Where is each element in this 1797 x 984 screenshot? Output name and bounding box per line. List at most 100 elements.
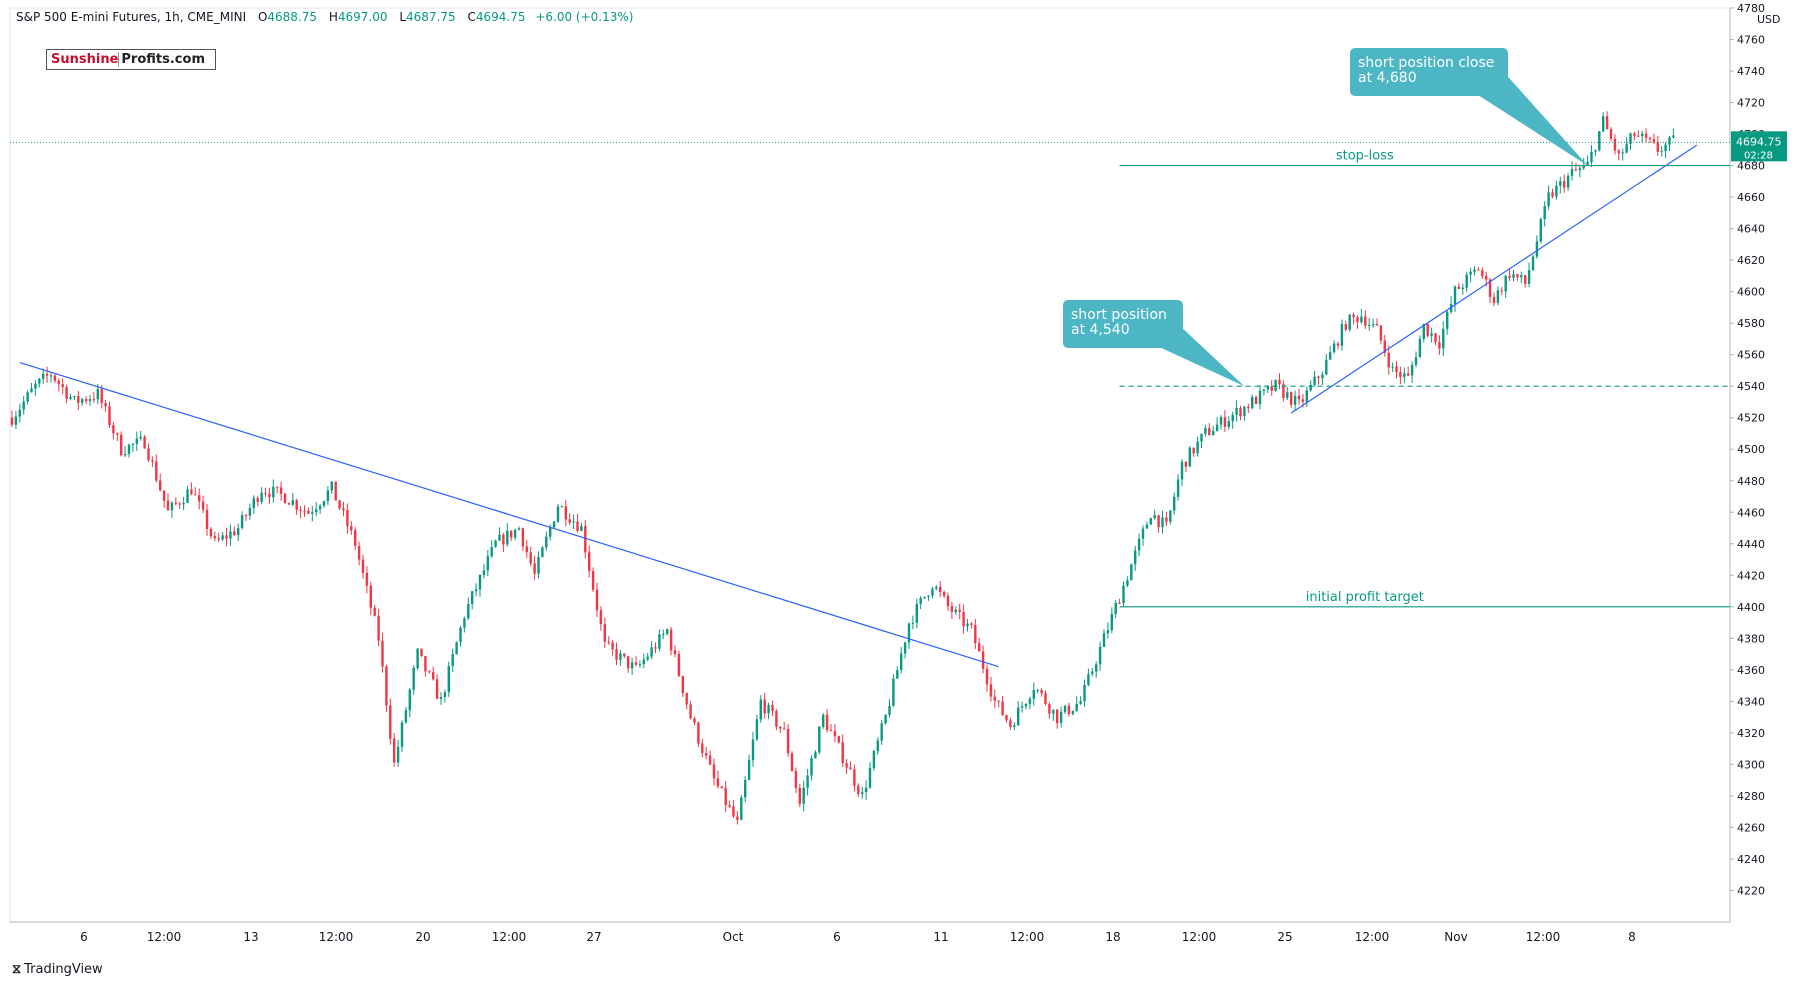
- candle-body: [49, 375, 53, 377]
- candle-body: [1360, 316, 1363, 323]
- candle-body: [1095, 664, 1098, 672]
- candle-body: [334, 481, 337, 501]
- candle-body: [841, 742, 844, 764]
- candle-body: [942, 591, 946, 596]
- candle-body: [896, 670, 899, 679]
- candle-body: [658, 634, 661, 649]
- candle-body: [1348, 314, 1351, 330]
- y-tick-label: 4620: [1737, 254, 1765, 267]
- candle-body: [139, 436, 142, 439]
- candle-body: [287, 503, 291, 505]
- candle-body: [669, 629, 673, 651]
- candle-body: [1426, 323, 1429, 336]
- candle-body: [1067, 705, 1071, 715]
- candle-body: [1235, 407, 1238, 415]
- x-tick-label: Oct: [723, 930, 744, 944]
- candle-body: [1422, 323, 1425, 339]
- candle-body: [779, 726, 782, 729]
- trendline-1: [19, 361, 999, 668]
- candle-body: [303, 510, 306, 512]
- candle-body: [248, 508, 252, 516]
- candle-body: [580, 526, 583, 532]
- candle-body: [330, 481, 333, 491]
- candle-body: [1488, 279, 1492, 297]
- candle-body: [299, 509, 302, 511]
- candle-body: [1297, 395, 1301, 400]
- candle-body: [498, 534, 501, 541]
- candle-body: [61, 384, 64, 387]
- y-tick-label: 4440: [1737, 538, 1765, 551]
- candle-body: [1180, 461, 1184, 480]
- candle-body: [120, 434, 123, 456]
- candle-body: [708, 755, 712, 765]
- candle-body: [584, 526, 587, 553]
- candle-body: [155, 461, 158, 481]
- candle-body: [720, 786, 723, 788]
- trendline-2: [1290, 144, 1698, 414]
- candle-body: [712, 764, 716, 779]
- candle-body: [365, 572, 369, 586]
- candle-body: [845, 763, 848, 768]
- candle-body: [1473, 269, 1476, 272]
- candle-body: [630, 662, 634, 669]
- candle-body: [1391, 366, 1394, 368]
- candle-body: [295, 500, 298, 510]
- logo-part-1: Sunshine: [51, 52, 119, 67]
- y-tick-label: 4460: [1737, 506, 1765, 519]
- candle-body: [763, 699, 766, 714]
- candle-body: [1317, 376, 1320, 379]
- candle-body: [1590, 151, 1593, 162]
- candle-body: [482, 570, 486, 575]
- candle-body: [1664, 144, 1667, 152]
- candle-body: [73, 396, 76, 398]
- candle-body: [1586, 161, 1589, 165]
- candle-body: [174, 502, 177, 504]
- candle-body: [1005, 715, 1008, 721]
- candle-body: [1325, 359, 1328, 375]
- candle-body: [736, 816, 739, 820]
- tradingview-branding[interactable]: ⧖ TradingView: [12, 962, 103, 977]
- candle-body: [1383, 340, 1386, 353]
- candle-body: [315, 509, 318, 513]
- x-tick-label: 13: [243, 930, 258, 944]
- candle-body: [1254, 397, 1258, 404]
- candle-body: [1563, 181, 1566, 188]
- candle-body: [1044, 693, 1047, 705]
- candle-body: [825, 714, 829, 731]
- candle-body: [1056, 709, 1059, 724]
- candle-body: [490, 546, 493, 557]
- candle-body: [1481, 270, 1484, 276]
- candle-body: [127, 444, 131, 454]
- candle-body: [1660, 151, 1663, 153]
- candle-body: [1496, 290, 1500, 303]
- candle-body: [1251, 397, 1254, 409]
- candle-body: [361, 559, 365, 573]
- candle-body: [1524, 275, 1527, 284]
- candle-body: [186, 489, 189, 503]
- candle-body: [1379, 325, 1383, 341]
- candle-body: [970, 623, 973, 625]
- candle-body: [1262, 389, 1266, 391]
- candle-body: [307, 510, 310, 514]
- candle-body: [1629, 133, 1632, 144]
- y-tick-label: 4400: [1737, 601, 1765, 614]
- x-tick-label: 11: [933, 930, 948, 944]
- candle-body: [151, 460, 154, 462]
- candle-body: [1332, 343, 1336, 353]
- candle-body: [229, 531, 232, 539]
- candle-body: [790, 753, 794, 771]
- candle-body: [393, 738, 396, 763]
- candle-body: [1134, 550, 1137, 565]
- candle-body: [1672, 135, 1675, 138]
- candle-body: [1387, 352, 1390, 368]
- candle-body: [1165, 517, 1168, 522]
- candle-body: [291, 500, 294, 505]
- candle-body: [1301, 399, 1305, 402]
- tradingview-logo-icon: ⧖: [12, 962, 22, 977]
- candle-body: [513, 529, 517, 538]
- candle-body: [194, 494, 197, 496]
- candle-body: [404, 710, 408, 723]
- y-tick-label: 4240: [1737, 853, 1765, 866]
- candle-body: [143, 436, 146, 449]
